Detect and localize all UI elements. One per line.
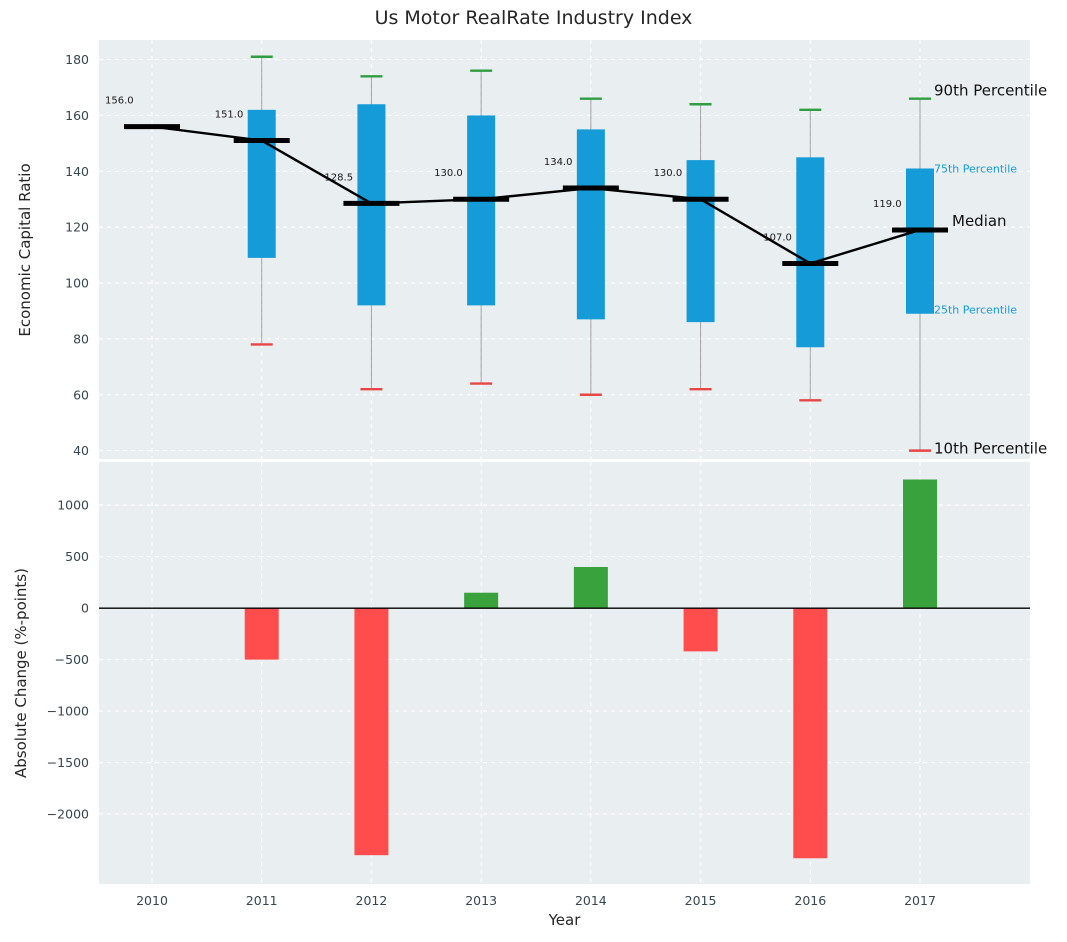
bar-2013: [464, 592, 499, 609]
y-tick-label: −500: [55, 652, 89, 667]
x-tick-label: 2013: [465, 893, 497, 908]
x-tick-label: 2011: [246, 893, 278, 908]
median-label-2015: 130.0: [654, 168, 683, 179]
iqr-box-2017: [906, 168, 934, 314]
bar-2012: [354, 608, 389, 856]
bar-2014: [573, 566, 608, 609]
bar-2015: [683, 608, 718, 652]
y-tick-label: −1000: [47, 704, 89, 719]
y-tick-label: 1000: [57, 498, 89, 513]
y-tick-label: 40: [73, 443, 89, 458]
x-tick-label: 2015: [685, 893, 717, 908]
annotation-90th-percentile: 90th Percentile: [934, 82, 1047, 100]
y-tick-label: 500: [65, 549, 89, 564]
iqr-box-2014: [576, 129, 605, 320]
bar-2017: [903, 479, 937, 609]
y-tick-label: 80: [73, 331, 89, 346]
y-tick-label: 60: [73, 387, 89, 402]
iqr-box-2016: [796, 157, 825, 348]
x-tick-label: 2017: [904, 893, 936, 908]
y-tick-label: 100: [65, 276, 89, 291]
median-label-2011: 151.0: [215, 110, 244, 121]
iqr-box-2011: [247, 109, 276, 258]
annotation-median: Median: [952, 212, 1007, 230]
y-tick-label: −2000: [47, 807, 89, 822]
y-tick-label: 120: [65, 220, 89, 235]
y-tick-label: 180: [65, 52, 89, 67]
x-axis-label: Year: [548, 911, 581, 929]
median-line: [151, 125, 921, 265]
top-panel-bg: [99, 40, 1030, 459]
y-tick-label: −1500: [47, 755, 89, 770]
y-tick-label: 160: [65, 108, 89, 123]
chart-title: Us Motor RealRate Industry Index: [374, 7, 693, 29]
median-label-2012: 128.5: [324, 172, 353, 183]
x-tick-label: 2014: [575, 893, 607, 908]
iqr-box-2013: [467, 115, 496, 306]
median-label-2013: 130.0: [434, 168, 463, 179]
median-label-2014: 134.0: [544, 157, 573, 168]
annotation-75th-percentile: 75th Percentile: [934, 162, 1017, 175]
median-label-2010: 156.0: [105, 96, 134, 107]
bar-2011: [244, 608, 279, 660]
x-tick-label: 2016: [794, 893, 826, 908]
x-tick-label: 2010: [136, 893, 168, 908]
bottom-panel-bg: [99, 462, 1030, 884]
x-tick-label: 2012: [356, 893, 388, 908]
iqr-box-2015: [686, 160, 715, 323]
annotation-25th-percentile: 25th Percentile: [934, 304, 1017, 317]
median-label-2017: 119.0: [873, 199, 902, 210]
bar-2016: [793, 608, 828, 859]
annotation-10th-percentile: 10th Percentile: [934, 440, 1047, 458]
y-tick-label: 140: [65, 164, 89, 179]
median-label-2016: 107.0: [763, 232, 792, 243]
y-tick-label: 0: [81, 601, 89, 616]
